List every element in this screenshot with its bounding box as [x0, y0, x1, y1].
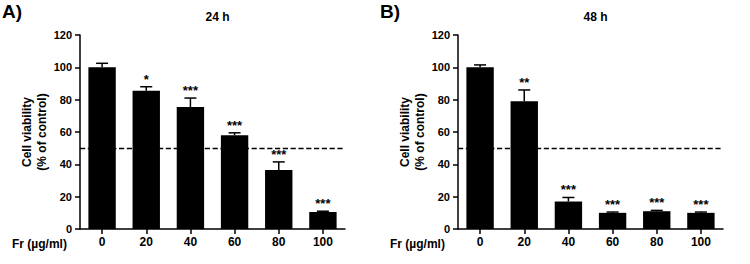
svg-text:0: 0 [99, 235, 106, 249]
svg-text:20: 20 [438, 191, 450, 203]
svg-text:***: *** [693, 197, 709, 212]
svg-text:20: 20 [518, 235, 532, 249]
svg-text:80: 80 [650, 235, 664, 249]
svg-text:Cell viability: Cell viability [20, 97, 34, 167]
svg-text:***: *** [227, 118, 243, 133]
svg-text:48 h: 48 h [583, 10, 607, 24]
svg-text:A): A) [2, 1, 22, 22]
svg-text:20: 20 [140, 235, 154, 249]
svg-text:40: 40 [438, 158, 450, 170]
svg-text:120: 120 [432, 29, 450, 41]
svg-text:60: 60 [438, 126, 450, 138]
svg-text:(% of control): (% of control) [413, 93, 427, 170]
svg-text:***: *** [315, 196, 331, 211]
svg-text:Cell viability: Cell viability [398, 97, 412, 167]
svg-text:0: 0 [477, 235, 484, 249]
svg-text:100: 100 [54, 61, 72, 73]
svg-text:100: 100 [313, 235, 333, 249]
svg-text:80: 80 [60, 94, 72, 106]
svg-text:0: 0 [444, 223, 450, 235]
svg-text:40: 40 [562, 235, 576, 249]
svg-text:60: 60 [606, 235, 620, 249]
svg-text:***: *** [271, 147, 287, 162]
svg-text:***: *** [183, 83, 199, 98]
svg-text:(% of control): (% of control) [35, 93, 49, 170]
svg-text:100: 100 [432, 61, 450, 73]
svg-text:80: 80 [438, 94, 450, 106]
svg-text:B): B) [380, 1, 400, 22]
svg-text:**: ** [519, 75, 530, 90]
svg-text:40: 40 [184, 235, 198, 249]
svg-text:0: 0 [66, 223, 72, 235]
svg-text:120: 120 [54, 29, 72, 41]
svg-text:100: 100 [691, 235, 711, 249]
svg-text:***: *** [605, 197, 621, 212]
svg-text:60: 60 [228, 235, 242, 249]
svg-text:20: 20 [60, 191, 72, 203]
svg-text:Fr (µg/ml): Fr (µg/ml) [12, 237, 67, 251]
svg-text:80: 80 [272, 235, 286, 249]
svg-text:60: 60 [60, 126, 72, 138]
svg-text:40: 40 [60, 158, 72, 170]
svg-text:***: *** [649, 195, 665, 210]
svg-text:24 h: 24 h [205, 10, 229, 24]
svg-text:*: * [144, 72, 150, 87]
svg-text:Fr (µg/ml): Fr (µg/ml) [390, 237, 445, 251]
svg-text:***: *** [561, 182, 577, 197]
